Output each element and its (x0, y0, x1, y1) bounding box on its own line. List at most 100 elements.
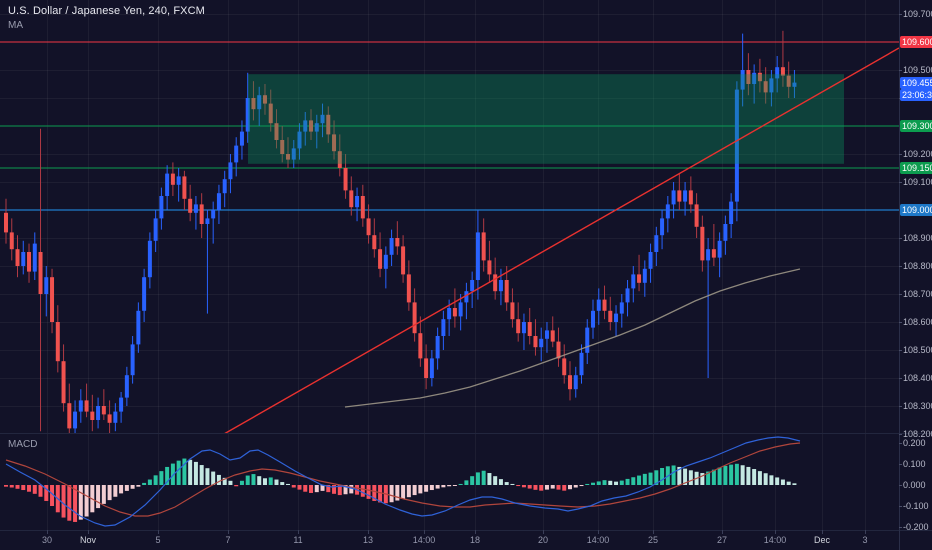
macd-histogram-bar (596, 481, 601, 485)
candle-body (452, 308, 457, 317)
macd-tick-label: -0.200 (903, 522, 929, 532)
macd-histogram-bar (740, 465, 745, 485)
time-tick-label: 3 (862, 535, 868, 545)
candle-body (717, 240, 722, 258)
symbol-title[interactable]: U.S. Dollar / Japanese Yen, 240, FXCM (8, 5, 205, 17)
macd-histogram-bar (257, 476, 262, 485)
time-axis[interactable]: 30 Nov 5 7 11 13 14:00 18 20 14:00 25 27 14:00 Dec 3 (0, 530, 932, 550)
macd-indicator-legend[interactable]: MACD (8, 439, 38, 450)
main-chart[interactable] (0, 0, 899, 434)
macd-histogram-bar (757, 471, 762, 485)
price-axis-separator (899, 0, 900, 550)
candle-body (556, 341, 561, 359)
macd-histogram-bar (711, 469, 716, 485)
time-tick-label: 14:00 (586, 535, 610, 545)
candle-body (309, 120, 314, 132)
supply-zone-rectangle[interactable] (248, 74, 844, 164)
macd-histogram-bar (326, 485, 331, 493)
last-price-badge: 109.455 (900, 76, 932, 89)
macd-histogram-bar (193, 461, 198, 485)
time-tick-mark (822, 530, 823, 534)
candle-body (401, 246, 406, 275)
macd-signal-line (5, 442, 801, 517)
macd-histogram-bar (642, 473, 647, 485)
candle-body (481, 232, 486, 261)
candle-body (792, 82, 797, 87)
candle-body (441, 319, 446, 336)
candle-body (205, 218, 210, 224)
candle-body (113, 411, 118, 423)
candle-body (562, 358, 567, 376)
macd-histogram-bar (487, 473, 492, 485)
price-tick-label: 109.700 (903, 9, 932, 19)
candle-body (602, 299, 607, 311)
macd-histogram-bar (4, 485, 8, 487)
time-tick-label: 11 (293, 535, 303, 545)
macd-histogram-bar (159, 471, 164, 485)
candle-body (274, 123, 279, 140)
candle-body (625, 288, 630, 303)
macd-histogram-bar (389, 485, 394, 503)
macd-indicator-pane[interactable] (0, 434, 899, 530)
candle-body (424, 358, 429, 378)
macd-histogram-bar (591, 482, 596, 485)
macd-histogram-bar (562, 485, 567, 491)
price-tick-label: 109.100 (903, 177, 932, 187)
price-tick-mark (899, 70, 902, 71)
candle-body (366, 218, 371, 236)
candle-body (360, 196, 365, 219)
candle-body (769, 78, 774, 93)
candle-body (73, 411, 78, 429)
price-tick-mark (899, 350, 902, 351)
candle-body (61, 361, 66, 404)
macd-histogram-bar (124, 485, 129, 491)
candle-body (38, 252, 43, 294)
candle-body (573, 375, 578, 390)
candle-body (654, 235, 659, 252)
macd-histogram-bar (763, 473, 768, 485)
candle-body (412, 302, 417, 334)
candle-body (418, 333, 423, 359)
ma-line[interactable] (344, 268, 801, 408)
macd-histogram-bar (303, 485, 308, 492)
macd-histogram-bar (573, 485, 578, 488)
candle-body (746, 70, 751, 84)
candle-body (176, 176, 181, 185)
macd-histogram-bar (182, 458, 187, 485)
macd-histogram-bar (717, 467, 722, 485)
macd-histogram-bar (234, 485, 239, 487)
candle-body (475, 232, 480, 280)
macd-histogram-bar (752, 469, 757, 485)
price-axis[interactable]: 109.700109.500109.400109.200109.100108.9… (899, 0, 932, 550)
macd-histogram-bar (216, 474, 221, 485)
macd-histogram-bar (746, 466, 751, 485)
time-tick-label: Nov (79, 535, 97, 545)
macd-histogram-bar (521, 485, 526, 488)
price-tick-label: 108.800 (903, 261, 932, 271)
macd-histogram-bar (729, 464, 734, 485)
price-level-badge: 109.000 (900, 204, 932, 216)
price-tick-mark (899, 378, 902, 379)
price-tick-label: 108.900 (903, 233, 932, 243)
price-tick-mark (899, 322, 902, 323)
trend-line[interactable] (223, 47, 899, 434)
pane-separator[interactable] (0, 433, 932, 434)
macd-histogram-bar (602, 480, 607, 485)
price-tick-label: 108.700 (903, 289, 932, 299)
candle-body (332, 134, 337, 152)
macd-histogram-bar (637, 475, 642, 485)
macd-histogram-bar (314, 485, 319, 493)
candle-body (239, 131, 244, 146)
candle-body (170, 173, 175, 185)
price-tick-mark (899, 434, 902, 435)
candle-body (567, 375, 572, 390)
macd-histogram-bar (360, 485, 365, 497)
price-tick-mark (899, 154, 902, 155)
macd-histogram-bar (780, 479, 785, 485)
candle-body (15, 249, 20, 266)
macd-histogram-bar (101, 485, 106, 504)
macd-histogram-bar (27, 485, 32, 492)
candle-body (775, 67, 780, 79)
ma-indicator-legend[interactable]: MA (8, 20, 23, 31)
